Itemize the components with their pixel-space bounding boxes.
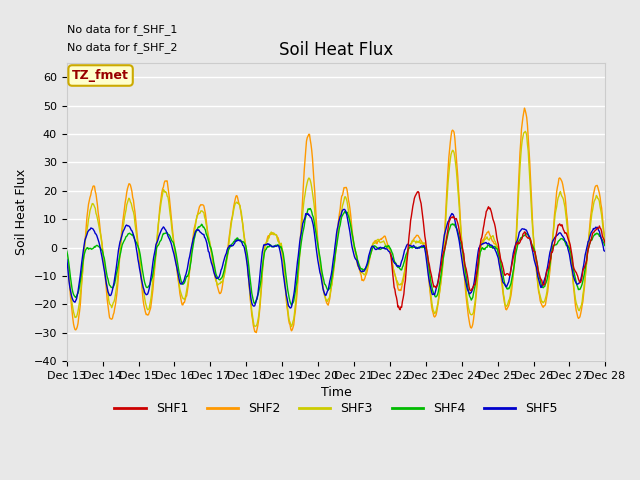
Line: SHF4: SHF4 <box>67 208 605 305</box>
SHF2 <box>73 326 81 332</box>
SHF4 <box>183 274 191 279</box>
Line: SHF2: SHF2 <box>67 108 605 333</box>
Line: SHF5: SHF5 <box>67 209 605 308</box>
SHF3 <box>63 250 70 256</box>
SHF5 <box>128 228 136 234</box>
SHF5 <box>403 242 411 248</box>
SHF3 <box>73 314 81 320</box>
SHF1 <box>417 201 425 206</box>
SHF2 <box>418 239 426 245</box>
Line: SHF1: SHF1 <box>390 192 605 310</box>
Y-axis label: Soil Heat Flux: Soil Heat Flux <box>15 169 28 255</box>
SHF3 <box>287 324 295 329</box>
SHF5 <box>287 305 294 311</box>
SHF5 <box>340 206 348 212</box>
SHF3 <box>403 260 410 265</box>
SHF4 <box>128 232 136 238</box>
SHF4 <box>73 294 81 300</box>
SHF1 <box>401 278 409 284</box>
SHF2 <box>252 330 260 336</box>
SHF5 <box>211 273 219 278</box>
SHF4 <box>602 243 609 249</box>
SHF2 <box>183 293 191 299</box>
SHF2 <box>602 241 609 247</box>
Text: No data for f_SHF_2: No data for f_SHF_2 <box>67 42 177 53</box>
SHF4 <box>211 267 219 273</box>
Text: No data for f_SHF_1: No data for f_SHF_1 <box>67 24 177 35</box>
X-axis label: Time: Time <box>321 386 351 399</box>
SHF1 <box>602 240 609 246</box>
SHF2 <box>63 252 70 257</box>
SHF5 <box>183 269 191 275</box>
SHF5 <box>63 257 70 263</box>
SHF2 <box>520 105 528 111</box>
Line: SHF3: SHF3 <box>67 132 605 326</box>
SHF5 <box>419 243 426 249</box>
Title: Soil Heat Flux: Soil Heat Flux <box>279 41 393 59</box>
SHF3 <box>128 204 136 209</box>
SHF4 <box>63 248 70 254</box>
SHF4 <box>287 302 295 308</box>
SHF3 <box>418 240 426 246</box>
SHF3 <box>183 288 191 293</box>
Legend: SHF1, SHF2, SHF3, SHF4, SHF5: SHF1, SHF2, SHF3, SHF4, SHF5 <box>109 397 563 420</box>
SHF2 <box>211 275 219 280</box>
SHF3 <box>211 271 219 277</box>
SHF3 <box>602 240 609 246</box>
SHF5 <box>602 249 609 254</box>
SHF4 <box>403 250 411 256</box>
SHF2 <box>128 189 136 194</box>
SHF4 <box>307 205 314 211</box>
SHF5 <box>73 296 81 302</box>
Text: TZ_fmet: TZ_fmet <box>72 69 129 82</box>
SHF4 <box>419 245 426 251</box>
SHF3 <box>522 129 529 134</box>
SHF2 <box>403 259 410 264</box>
